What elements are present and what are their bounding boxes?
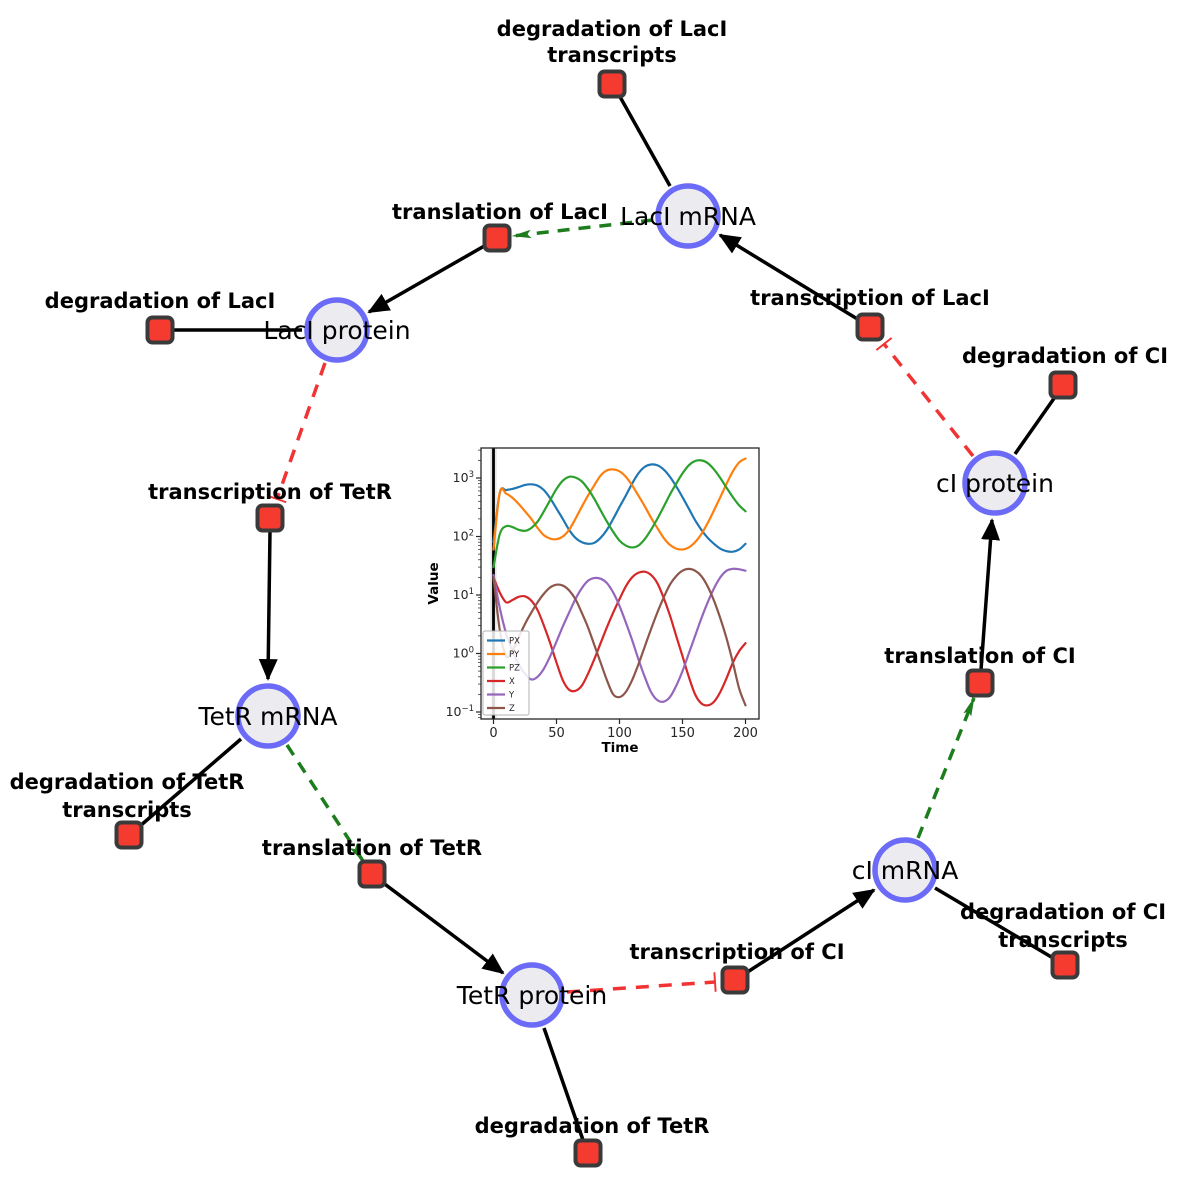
- reaction-node-deg-tetr-transcripts: [114, 820, 144, 850]
- edge-transcription-ci-to-mrna: [745, 888, 876, 975]
- reaction-layer: [114, 69, 1080, 1168]
- edge-laci-mrna-to-translation-modifier: [511, 218, 654, 239]
- reaction-label-deg-tetr-transcripts-1: degradation of TetR: [10, 770, 245, 794]
- edge-ci-mrna-to-translation-modifier: [916, 696, 976, 839]
- x-axis-label: Time: [601, 740, 638, 756]
- reaction-node-translation-ci: [965, 668, 995, 698]
- legend-label-PX: PX: [509, 637, 520, 647]
- reaction-node-transcription-ci: [720, 965, 750, 995]
- series-X: [492, 570, 747, 707]
- edge-translation-ci-to-protein: [979, 518, 1000, 671]
- species-label-laci-protein: LacI protein: [263, 316, 410, 345]
- reaction-label-translation-tetr: translation of TetR: [262, 836, 482, 860]
- edge-transcription-tetr-to-mrna: [258, 530, 278, 681]
- legend-label-Y: Y: [508, 691, 515, 701]
- x-tick-label: 50: [548, 726, 565, 741]
- reaction-label-deg-tetr-transcripts-2: transcripts: [62, 798, 192, 822]
- legend-label-X: X: [509, 677, 515, 687]
- edge-ci-protein-inhibits-laci-transcription: [875, 337, 975, 458]
- edge-ci-protein-to-degradation: [1013, 395, 1057, 456]
- x-tick-label: 0: [489, 726, 497, 741]
- series-curves: [492, 457, 747, 707]
- reaction-label-deg-laci: degradation of LacI: [45, 289, 276, 313]
- axes: 0 50 100 150 200 Time 103 102 101 100 10−1 Value: [426, 447, 760, 756]
- reaction-node-deg-ci: [1048, 370, 1078, 400]
- y-tick-label: 100: [453, 646, 474, 661]
- reaction-label-deg-ci-transcripts-2: transcripts: [998, 928, 1128, 952]
- legend-label-PY: PY: [509, 650, 520, 660]
- species-node-tetr-protein: [499, 962, 565, 1028]
- reaction-label-deg-tetr: degradation of TetR: [475, 1114, 710, 1138]
- reaction-label-deg-ci-transcripts-1: degradation of CI: [960, 900, 1166, 924]
- reaction-node-deg-laci: [145, 315, 175, 345]
- reaction-label-translation-laci: translation of LacI: [392, 200, 608, 224]
- reaction-node-deg-tetr: [573, 1138, 603, 1168]
- series-PY: [492, 457, 747, 551]
- x-tick-label: 100: [607, 726, 632, 741]
- species-node-laci-mrna: [655, 183, 721, 249]
- x-tick-label: 200: [733, 726, 758, 741]
- series-PZ: [492, 459, 747, 569]
- species-label-tetr-protein: TetR protein: [456, 981, 607, 1010]
- edge-transcription-laci-to-mrna: [718, 233, 860, 322]
- edge-ci-mrna-to-deg-transcripts: [934, 886, 1054, 960]
- edge-tetr-mrna-to-translation-modifier: [285, 744, 365, 863]
- edge-laci-protein-inhibits-tetr-transcription: [267, 362, 327, 504]
- edge-translation-laci-to-protein: [367, 243, 487, 314]
- reaction-label-transcription-ci: transcription of CI: [629, 940, 844, 964]
- species-label-ci-mrna: cI mRNA: [852, 856, 959, 885]
- x-tick-label: 150: [670, 726, 695, 741]
- reaction-node-transcription-tetr: [255, 503, 285, 533]
- species-label-tetr-mrna: TetR mRNA: [197, 702, 337, 731]
- legend-label-Z: Z: [509, 704, 515, 714]
- reaction-label-deg-laci-transcripts-2: transcripts: [547, 43, 677, 67]
- species-label-laci-mrna: LacI mRNA: [620, 202, 756, 231]
- species-node-tetr-mrna: [235, 683, 301, 749]
- y-tick-label: 103: [453, 470, 474, 485]
- species-node-ci-mrna: [872, 837, 938, 903]
- series-Z: [492, 567, 747, 707]
- simulation-chart: 0 50 100 150 200Time10310210110010−1ValuePXP…: [426, 447, 760, 756]
- y-tick-label: 102: [453, 529, 474, 544]
- inset-plot: 0 50 100 150 200 Time 103 102 101 100 10−1 Value PX P…: [425, 432, 790, 767]
- reaction-node-translation-laci: [482, 223, 512, 253]
- reaction-label-deg-laci-transcripts-1: degradation of LacI: [497, 17, 728, 41]
- y-axis-label: Value: [426, 562, 442, 604]
- y-tick-label: 10−1: [446, 704, 474, 719]
- edge-tetr-protein-inhibits-ci-transcription: [566, 972, 717, 994]
- reaction-node-transcription-laci: [855, 312, 885, 342]
- reaction-node-translation-tetr: [357, 859, 387, 889]
- species-node-laci-protein: [304, 297, 370, 363]
- label-layer: LacI mRNA LacI protein TetR mRNA TetR pr…: [10, 17, 1168, 1138]
- reaction-label-translation-ci: translation of CI: [884, 644, 1075, 668]
- edge-tetr-protein-to-degradation: [542, 1027, 585, 1141]
- edge-layer: [138, 94, 1057, 1141]
- edge-tetr-mrna-to-deg-transcripts: [138, 737, 243, 828]
- species-label-ci-protein: cI protein: [936, 469, 1054, 498]
- reaction-node-deg-laci-transcripts: [597, 69, 627, 99]
- legend-label-PZ: PZ: [509, 664, 520, 674]
- series-PX: [492, 463, 747, 553]
- legend: PX PY PZ XYZ: [482, 630, 530, 716]
- series-Y: [492, 567, 747, 703]
- reaction-label-transcription-laci: transcription of LacI: [750, 286, 990, 310]
- y-tick-label: 101: [453, 587, 474, 602]
- reaction-label-transcription-tetr: transcription of TetR: [148, 480, 392, 504]
- species-layer: [235, 183, 1028, 1028]
- edge-laci-mrna-to-deg-transcripts: [617, 94, 672, 187]
- reaction-node-deg-ci-transcripts: [1050, 950, 1080, 980]
- species-node-ci-protein: [962, 450, 1028, 516]
- edge-translation-tetr-to-protein: [380, 880, 505, 975]
- reaction-label-deg-ci: degradation of CI: [962, 344, 1168, 368]
